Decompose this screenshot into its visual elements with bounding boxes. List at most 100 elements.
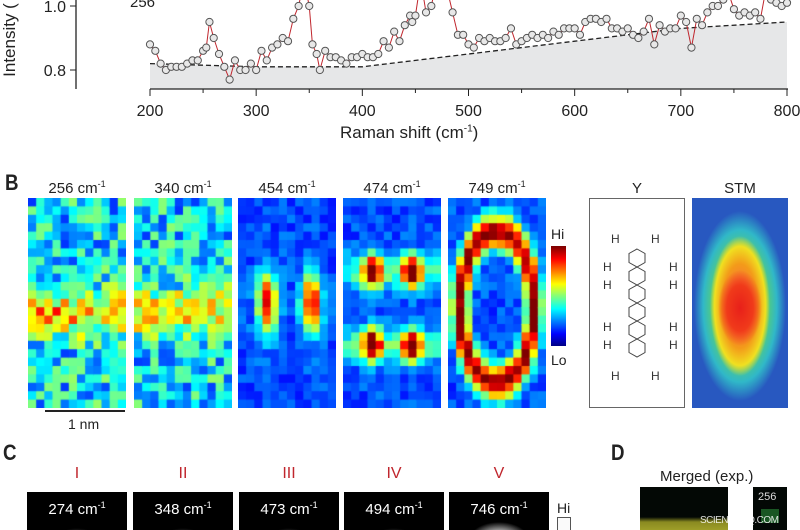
data-point bbox=[697, 21, 707, 30]
data-point bbox=[308, 40, 317, 49]
hydrogen-atom-label: H bbox=[603, 338, 612, 352]
data-point bbox=[554, 30, 563, 39]
data-point bbox=[671, 24, 680, 33]
data-point bbox=[374, 49, 383, 59]
x-axis-label-sup: -1 bbox=[463, 123, 473, 135]
hydrogen-atom-label: H bbox=[669, 260, 678, 274]
mode-frequency: 348 cm-1 bbox=[133, 500, 233, 518]
mode-frequency-sup: -1 bbox=[414, 500, 423, 510]
mode-frequency-sup: -1 bbox=[519, 500, 528, 510]
y-tick-label: 1.0 bbox=[44, 0, 66, 16]
data-point bbox=[427, 1, 436, 11]
x-tick-label: 200 bbox=[137, 103, 164, 120]
data-point bbox=[782, 0, 792, 7]
data-point bbox=[650, 40, 659, 49]
inset-label: 256 bbox=[758, 491, 777, 503]
data-point bbox=[321, 46, 330, 55]
merged-inset: 256 bbox=[753, 487, 787, 530]
data-point bbox=[692, 14, 701, 23]
stm-title: STM bbox=[724, 180, 756, 197]
data-point bbox=[209, 33, 218, 43]
data-point bbox=[156, 59, 165, 68]
mode-numeral: IV bbox=[386, 465, 402, 482]
x-tick-label: 800 bbox=[774, 103, 800, 120]
hydrogen-atom-label: H bbox=[603, 320, 612, 334]
data-point bbox=[262, 56, 271, 65]
map-title-sup: -1 bbox=[412, 179, 421, 189]
data-point bbox=[501, 33, 510, 43]
map-title: 340 cm-1 bbox=[128, 179, 238, 197]
data-point bbox=[294, 1, 303, 11]
c-colorbar bbox=[557, 517, 571, 530]
data-point bbox=[384, 43, 393, 52]
data-point bbox=[151, 46, 160, 55]
map-title-sup: -1 bbox=[517, 179, 526, 189]
hydrogen-atom-label: H bbox=[669, 278, 678, 292]
data-point bbox=[220, 62, 229, 71]
molecule-structure: H HH HH HH HH HH H bbox=[589, 198, 685, 408]
data-point bbox=[145, 40, 155, 49]
data-point bbox=[252, 65, 261, 75]
data-point bbox=[655, 21, 664, 30]
data-point bbox=[342, 59, 351, 68]
colorbar bbox=[551, 246, 566, 346]
mode-frequency-sup: -1 bbox=[203, 500, 212, 510]
data-point bbox=[289, 14, 298, 23]
data-point bbox=[305, 1, 314, 11]
data-point bbox=[469, 43, 478, 52]
map-title-value: 256 cm bbox=[48, 180, 98, 197]
data-point bbox=[390, 27, 399, 36]
simulated-map-1: 274 cm-1 bbox=[27, 492, 127, 530]
data-point bbox=[225, 75, 234, 84]
mode-numeral: V bbox=[493, 465, 505, 482]
raman-map-4 bbox=[343, 198, 441, 408]
simulated-map-2: 348 cm-1 bbox=[133, 492, 233, 530]
inset-green-map bbox=[761, 509, 779, 523]
data-point bbox=[644, 14, 654, 23]
y-axis-label: Intensity ( bbox=[0, 3, 19, 77]
mode-frequency: 746 cm-1 bbox=[449, 500, 549, 518]
map-title-value: 454 cm bbox=[258, 180, 308, 197]
data-point bbox=[241, 65, 250, 75]
mode-frequency: 274 cm-1 bbox=[27, 500, 127, 518]
map-title-sup: -1 bbox=[307, 179, 316, 189]
raman-map-3 bbox=[238, 198, 336, 408]
map-title: 749 cm-1 bbox=[442, 179, 552, 197]
data-point bbox=[719, 0, 728, 4]
merged-title: Merged (exp.) bbox=[660, 468, 754, 485]
x-axis-label-close: ) bbox=[472, 123, 479, 142]
c-colorbar-hi-label: Hi bbox=[557, 500, 571, 516]
hydrogen-atom-label: H bbox=[603, 260, 612, 274]
mode-numeral: II bbox=[178, 465, 188, 482]
hydrogen-atom-label: H bbox=[651, 232, 660, 246]
map-title-sup: -1 bbox=[97, 179, 106, 189]
panel-letter-b: B bbox=[5, 170, 19, 195]
data-point bbox=[570, 24, 579, 33]
data-point bbox=[703, 8, 712, 17]
raman-spectrum-chart: 200 300 400 500 600 700 800 0.8 1.0 bbox=[44, 0, 800, 120]
data-point bbox=[751, 8, 760, 17]
data-point bbox=[682, 17, 691, 27]
scale-bar bbox=[45, 410, 125, 412]
data-point bbox=[246, 59, 255, 68]
structure-title: Y bbox=[631, 180, 642, 197]
data-point bbox=[602, 14, 611, 23]
watermark: SCIENCEAQ.COM bbox=[700, 515, 779, 526]
x-tick-label: 600 bbox=[561, 103, 588, 120]
x-axis-label-text: Raman shift (cm bbox=[340, 123, 464, 142]
map-title-sup: -1 bbox=[203, 179, 212, 189]
data-point bbox=[395, 37, 404, 46]
mode-frequency-value: 746 cm bbox=[470, 501, 520, 518]
x-tick-label: 700 bbox=[667, 103, 694, 120]
raman-map-2 bbox=[134, 198, 232, 408]
colorbar-lo-label: Lo bbox=[551, 352, 567, 368]
data-point bbox=[634, 33, 643, 43]
hydrogen-atom-label: H bbox=[669, 338, 678, 352]
data-point bbox=[421, 8, 431, 17]
data-point bbox=[411, 11, 420, 20]
data-point bbox=[205, 17, 214, 27]
raman-map-1 bbox=[28, 198, 126, 408]
mode-numeral: III bbox=[282, 465, 296, 482]
stm-image bbox=[692, 198, 788, 408]
data-point bbox=[312, 49, 321, 59]
